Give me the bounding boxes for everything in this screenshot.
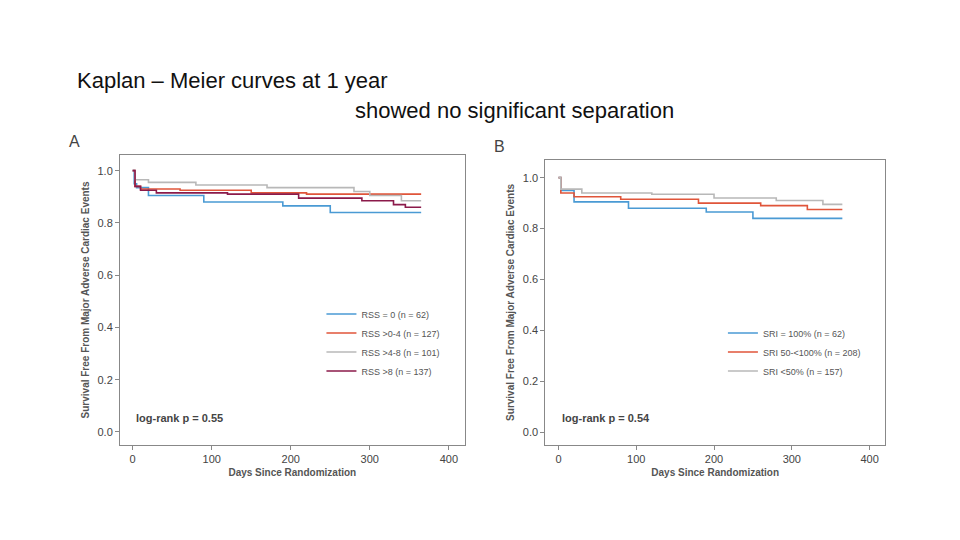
svg-text:showed no significant separati: showed no significant separation	[355, 98, 674, 123]
svg-text:0: 0	[130, 453, 136, 465]
svg-text:Days Since Randomization: Days Since Randomization	[228, 467, 356, 478]
svg-text:SRI 50-<100% (n = 208): SRI 50-<100% (n = 208)	[763, 348, 861, 358]
svg-text:0.6: 0.6	[98, 269, 113, 281]
svg-text:Survival Free From Major Adver: Survival Free From Major Adverse Cardiac…	[80, 181, 91, 418]
svg-text:0.8: 0.8	[98, 217, 113, 229]
svg-text:0: 0	[555, 453, 561, 465]
svg-text:B: B	[494, 138, 505, 155]
svg-text:0.4: 0.4	[523, 324, 538, 336]
svg-text:log-rank p = 0.55: log-rank p = 0.55	[136, 412, 223, 424]
svg-text:0.2: 0.2	[98, 374, 113, 386]
svg-text:0.8: 0.8	[523, 222, 538, 234]
svg-text:100: 100	[203, 453, 221, 465]
svg-text:0.6: 0.6	[523, 273, 538, 285]
svg-text:1.0: 1.0	[98, 165, 113, 177]
svg-text:SRI <50% (n = 157): SRI <50% (n = 157)	[763, 367, 843, 377]
svg-text:100: 100	[627, 453, 645, 465]
svg-text:log-rank p = 0.54: log-rank p = 0.54	[562, 412, 650, 424]
svg-text:Survival Free From Major Adver: Survival Free From Major Adverse Cardiac…	[505, 183, 516, 420]
svg-text:SRI = 100% (n = 62): SRI = 100% (n = 62)	[763, 329, 845, 339]
svg-text:A: A	[69, 133, 80, 150]
svg-text:400: 400	[440, 453, 458, 465]
svg-text:200: 200	[705, 453, 723, 465]
svg-text:0.2: 0.2	[523, 375, 538, 387]
svg-text:1.0: 1.0	[523, 172, 538, 184]
svg-text:400: 400	[860, 453, 878, 465]
svg-text:300: 300	[783, 453, 801, 465]
svg-text:0.4: 0.4	[98, 321, 113, 333]
svg-text:Days Since Randomization: Days Since Randomization	[651, 467, 779, 478]
svg-text:0.0: 0.0	[523, 426, 538, 438]
svg-text:RSS >0-4 (n = 127): RSS >0-4 (n = 127)	[361, 329, 439, 339]
svg-text:RSS >4-8 (n = 101): RSS >4-8 (n = 101)	[361, 348, 439, 358]
svg-text:Kaplan – Meier curves at 1 yea: Kaplan – Meier curves at 1 year	[77, 68, 388, 93]
svg-text:RSS >8 (n = 137): RSS >8 (n = 137)	[361, 367, 431, 377]
svg-text:300: 300	[361, 453, 379, 465]
svg-text:0.0: 0.0	[98, 426, 113, 438]
svg-text:200: 200	[282, 453, 300, 465]
svg-text:RSS = 0 (n = 62): RSS = 0 (n = 62)	[361, 310, 429, 320]
